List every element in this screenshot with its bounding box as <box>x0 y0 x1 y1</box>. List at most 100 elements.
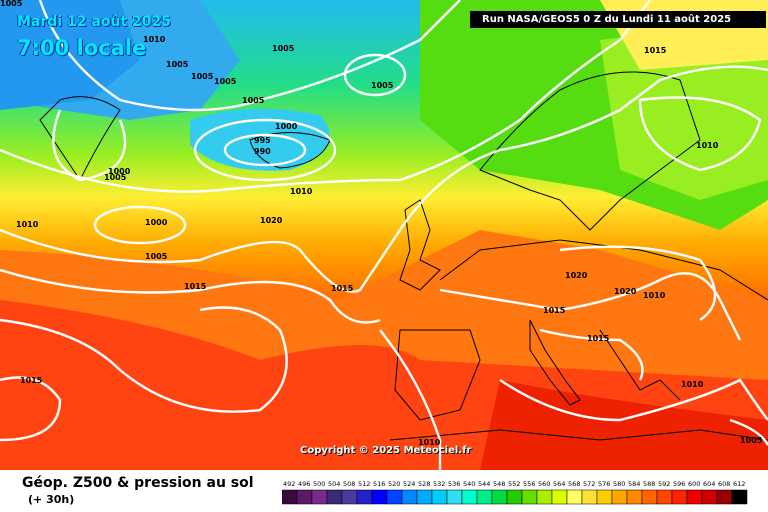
isobar-label: 1005 <box>272 44 295 53</box>
scale-swatch <box>386 489 403 505</box>
isobar-label: 1015 <box>644 46 667 55</box>
isobar-label: 1005 <box>104 173 127 182</box>
coastline-north-africa <box>389 429 768 441</box>
isobar-label: 995 <box>254 136 271 145</box>
scale-swatch <box>536 489 553 505</box>
scale-swatch <box>431 489 448 505</box>
isobar <box>0 0 651 193</box>
scale-label: 556 <box>523 480 535 488</box>
scale-label: 588 <box>643 480 655 488</box>
isobar-label: 1010 <box>143 35 166 44</box>
scale-label: 580 <box>613 480 625 488</box>
color-scale: 492 496 500 504 508 512 516 520 524 528 532 536 540 5… <box>282 480 748 505</box>
scale-swatch <box>611 489 628 505</box>
scale-swatch <box>356 489 373 505</box>
isobar-label: 1000 <box>275 122 298 131</box>
scale-label: 564 <box>553 480 565 488</box>
isobar-label: 1005 <box>191 72 214 81</box>
scale-swatch <box>476 489 493 505</box>
scale-swatch <box>416 489 433 505</box>
scale-swatch <box>491 489 508 505</box>
scale-swatch <box>282 489 298 505</box>
isobar-label: 1010 <box>16 220 39 229</box>
scale-swatch <box>551 489 568 505</box>
scale-label: 568 <box>568 480 580 488</box>
isobar-label: 1010 <box>290 187 313 196</box>
isobar <box>52 109 127 182</box>
coastline-british-isles <box>399 199 441 291</box>
forecast-map: 1005 1010 1005 1005 1005 1005 1000 995 9… <box>0 0 768 470</box>
isobar-label: 1005 <box>0 0 23 8</box>
scale-label: 512 <box>358 480 370 488</box>
isobar-label: 1010 <box>418 438 441 447</box>
isobar <box>193 118 337 182</box>
scale-swatch <box>686 489 703 505</box>
forecast-date: Mardi 12 août 2025 <box>17 14 171 30</box>
isobars <box>0 0 768 470</box>
scale-swatch <box>296 489 313 505</box>
scale-label: 560 <box>538 480 550 488</box>
isobar <box>559 245 717 321</box>
copyright-notice: Copyright © 2025 Meteociel.fr <box>300 445 472 456</box>
isobar-label: 1010 <box>681 380 704 389</box>
isobar <box>0 376 62 442</box>
scale-label: 540 <box>463 480 475 488</box>
coastline-iberia <box>394 329 481 421</box>
isobar <box>499 378 768 422</box>
isobar-label: 1005 <box>166 60 189 69</box>
isobar <box>223 133 307 167</box>
forecast-time: 7:00 locale <box>17 36 147 60</box>
isobar <box>539 328 644 381</box>
scale-label: 508 <box>343 480 355 488</box>
coastline-europe-mainland <box>439 239 768 301</box>
isobar-label: 1015 <box>184 282 207 291</box>
scale-label: 516 <box>373 480 385 488</box>
scale-label: 532 <box>433 480 445 488</box>
scale-swatch <box>446 489 463 505</box>
isobar-label: 1015 <box>587 334 610 343</box>
scale-label: 500 <box>313 480 325 488</box>
isobar-labels: 1005 1010 1005 1005 1005 1005 1000 995 9… <box>0 0 763 447</box>
isobar-label: 990 <box>254 147 271 156</box>
isobar-label: 1020 <box>565 271 588 280</box>
isobar <box>343 53 407 97</box>
isobar <box>729 418 768 446</box>
isobar <box>0 268 381 324</box>
scale-swatch <box>626 489 643 505</box>
isobar-label: 1010 <box>696 141 719 150</box>
scale-label: 608 <box>718 480 730 488</box>
isobar-label: 1005 <box>214 77 237 86</box>
scale-swatch <box>506 489 523 505</box>
scale-label: 592 <box>658 480 670 488</box>
scale-label: 596 <box>673 480 685 488</box>
scale-label: 504 <box>328 480 340 488</box>
coastline-greenland <box>39 96 121 181</box>
scale-swatch <box>716 489 733 505</box>
coastline-italy <box>529 319 581 406</box>
isobar-label: 1020 <box>260 216 283 225</box>
scale-label: 536 <box>448 480 460 488</box>
isobar-label: 1000 <box>108 167 131 176</box>
isobar <box>0 306 288 413</box>
isobar-label: 1015 <box>331 284 354 293</box>
scale-label: 572 <box>583 480 595 488</box>
scale-label: 528 <box>418 480 430 488</box>
scale-swatch <box>641 489 658 505</box>
product-title: Géop. Z500 & pression au sol <box>22 475 254 491</box>
coastlines <box>39 71 768 441</box>
scale-swatch <box>461 489 478 505</box>
isobar-label: 1015 <box>543 306 566 315</box>
isobar-label: 1010 <box>643 291 666 300</box>
scale-swatch <box>701 489 718 505</box>
isobar <box>38 0 461 112</box>
scale-swatch <box>656 489 673 505</box>
scale-swatch <box>581 489 598 505</box>
isobar-label: 1000 <box>145 218 168 227</box>
coastline-scandinavia <box>479 71 701 231</box>
scale-label: 604 <box>703 480 715 488</box>
scale-label: 524 <box>403 480 415 488</box>
coastline-iceland <box>249 132 331 169</box>
scale-label: 544 <box>478 480 490 488</box>
scale-swatch <box>596 489 613 505</box>
